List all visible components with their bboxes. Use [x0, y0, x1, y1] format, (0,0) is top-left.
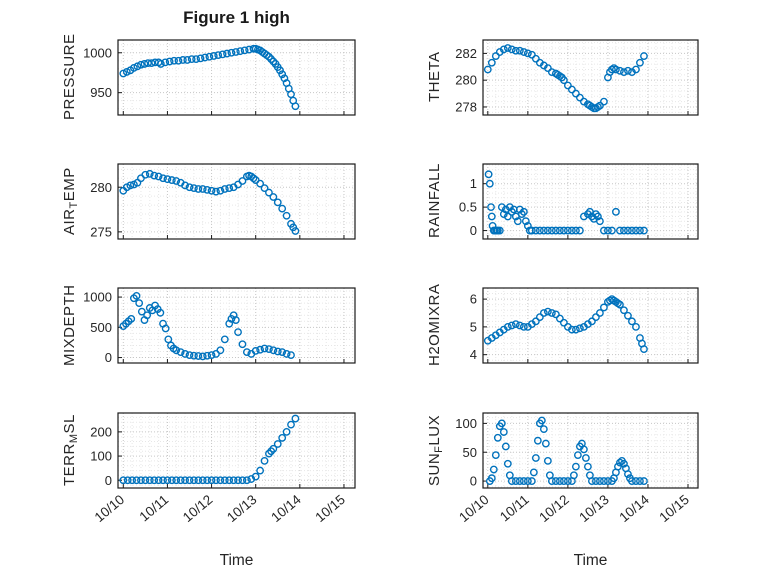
tick-labels: 0 500 1000 [83, 290, 112, 365]
grid [118, 413, 355, 488]
svg-text:10/12: 10/12 [180, 492, 216, 525]
axes [117, 412, 356, 489]
axes [117, 39, 356, 116]
axes [482, 287, 699, 364]
data-points [119, 291, 295, 361]
svg-text:275: 275 [90, 224, 112, 239]
svg-text:278: 278 [455, 100, 477, 115]
svg-text:1000: 1000 [83, 45, 112, 60]
tick-labels: 0 100 200 10/10 10/11 10/12 10/13 10/14 10/15 [90, 424, 348, 525]
grid [118, 164, 355, 239]
svg-text:5: 5 [470, 319, 477, 334]
grid [483, 164, 698, 239]
plot-air-temp: 275 280 [90, 163, 356, 240]
axes [482, 163, 699, 240]
x-axis-label-right: Time [573, 552, 608, 569]
data-points [119, 414, 300, 485]
plot-theta: 278 280 282 [455, 39, 699, 116]
tick-labels: 950 1000 [83, 45, 112, 100]
svg-text:10/12: 10/12 [536, 492, 572, 525]
svg-text:0: 0 [105, 350, 112, 365]
svg-text:50: 50 [463, 445, 477, 460]
svg-text:10/10: 10/10 [92, 492, 128, 525]
plot-rainfall: 00.51 [459, 163, 699, 240]
svg-text:282: 282 [455, 46, 477, 61]
svg-text:100: 100 [455, 416, 477, 431]
svg-text:4: 4 [470, 347, 477, 362]
axes [482, 412, 699, 489]
svg-text:10/11: 10/11 [137, 492, 172, 525]
figure-title: Figure 1 high [183, 8, 290, 27]
plot-terr-msl: 0 100 200 10/10 10/11 10/12 10/13 10/14 10/15 [90, 412, 356, 525]
svg-text:1000: 1000 [83, 290, 112, 305]
data-points [483, 44, 648, 113]
axes [482, 39, 699, 116]
x-axis-label-left: Time [219, 552, 254, 569]
svg-text:10/14: 10/14 [268, 492, 304, 526]
plot-h2omixra: 4 5 6 [470, 287, 699, 364]
tick-labels: 278 280 282 [455, 46, 477, 115]
plot-mixdepth: 0 500 1000 [83, 287, 356, 365]
svg-text:10/15: 10/15 [312, 492, 348, 525]
svg-text:0: 0 [105, 473, 112, 488]
data-points [483, 295, 648, 354]
svg-text:100: 100 [90, 449, 112, 464]
svg-text:200: 200 [90, 424, 112, 439]
svg-text:6: 6 [470, 292, 477, 307]
svg-text:0: 0 [470, 474, 477, 489]
tick-labels: 00.51 [459, 176, 477, 238]
data-points [485, 416, 648, 485]
grid [483, 287, 698, 363]
svg-text:280: 280 [90, 180, 112, 195]
svg-text:0.5: 0.5 [459, 200, 477, 215]
svg-text:10/13: 10/13 [224, 492, 260, 525]
svg-text:1: 1 [470, 176, 477, 191]
grid [483, 40, 698, 115]
tick-labels: 4 5 6 [470, 292, 477, 363]
svg-text:280: 280 [455, 73, 477, 88]
grid [483, 413, 698, 488]
svg-text:10/10: 10/10 [456, 492, 492, 525]
grid [118, 288, 355, 363]
data-points [484, 170, 648, 235]
svg-text:10/14: 10/14 [616, 492, 652, 526]
tick-labels: 275 280 [90, 180, 112, 240]
svg-text:500: 500 [90, 320, 112, 335]
svg-text:0: 0 [470, 223, 477, 238]
plot-pressure: 950 1000 [83, 39, 356, 116]
data-points [119, 169, 300, 235]
axes [117, 163, 356, 240]
data-points [119, 44, 300, 111]
svg-text:10/15: 10/15 [656, 492, 692, 525]
svg-text:10/11: 10/11 [497, 492, 532, 525]
plot-sun-flux: 0 50 100 10/10 10/11 10/12 10/13 10/14 10/15 [455, 412, 699, 526]
svg-text:950: 950 [90, 85, 112, 100]
svg-text:10/13: 10/13 [576, 492, 612, 525]
